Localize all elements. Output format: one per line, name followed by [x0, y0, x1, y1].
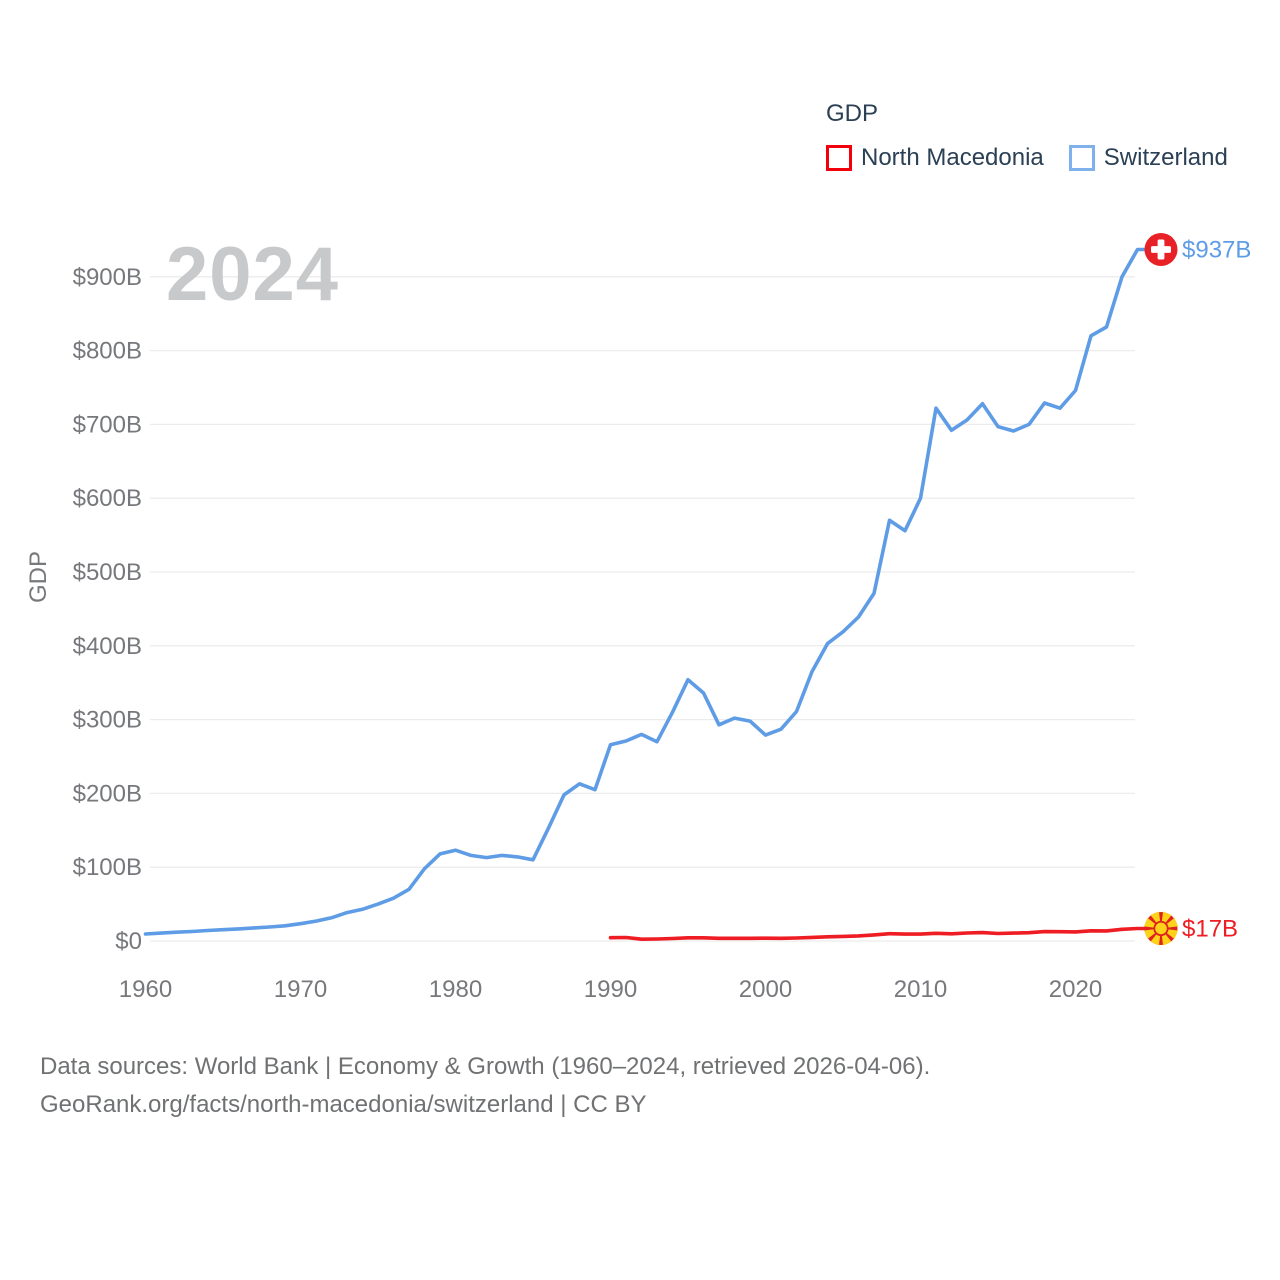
- north-macedonia-flag-icon: [1144, 911, 1178, 946]
- y-tick-label: $0: [115, 928, 142, 955]
- x-tick-label: 1980: [429, 976, 482, 1003]
- north-macedonia-line: [608, 926, 1149, 942]
- y-axis-title: GDP: [25, 550, 52, 604]
- y-tick-label: $600B: [73, 485, 142, 512]
- legend-items: North Macedonia Switzerland: [826, 144, 1266, 172]
- switzerland-end-label: $937B: [1182, 237, 1251, 264]
- switzerland-flag-icon: [1144, 232, 1178, 266]
- y-tick-label: $700B: [73, 411, 142, 438]
- legend-item-label: North Macedonia: [861, 144, 1044, 171]
- x-tick-label: 1990: [584, 976, 637, 1003]
- source-line-2: GeoRank.org/facts/north-macedonia/switze…: [40, 1091, 647, 1118]
- north-macedonia-end-label: $17B: [1182, 916, 1238, 943]
- legend: GDP North Macedonia Switzerland: [826, 100, 1266, 172]
- switzerland-line: [143, 247, 1149, 936]
- gridlines: [150, 276, 1135, 942]
- legend-item-north-macedonia[interactable]: North Macedonia: [826, 144, 1044, 172]
- y-axis-tick-labels: $0 $100B $200B $300B $400B $500B $600B $700B $80…: [73, 264, 142, 955]
- north-macedonia-swatch-icon: [826, 145, 852, 171]
- switzerland-swatch-icon: [1068, 145, 1095, 171]
- series-lines: [143, 247, 1149, 942]
- legend-item-label: Switzerland: [1103, 144, 1228, 171]
- x-tick-label: 2020: [1049, 976, 1102, 1003]
- y-tick-label: $400B: [73, 633, 142, 660]
- data-source-note: Data sources: World Bank | Economy & Gro…: [40, 1048, 930, 1124]
- x-axis-tick-labels: 1960 1970 1980 1990 2000 2010 2020: [119, 976, 1102, 1003]
- y-tick-label: $200B: [73, 780, 142, 807]
- x-tick-label: 2000: [739, 976, 792, 1003]
- y-tick-label: $100B: [73, 854, 142, 881]
- x-tick-label: 1960: [119, 976, 172, 1003]
- flag-markers: [1144, 232, 1178, 946]
- end-value-labels: $937B $17B: [1182, 237, 1251, 943]
- source-line-1: Data sources: World Bank | Economy & Gro…: [40, 1053, 931, 1080]
- y-tick-label: $300B: [73, 707, 142, 734]
- watermark-year: 2024: [166, 232, 339, 317]
- x-tick-label: 2010: [894, 976, 947, 1003]
- x-tick-label: 1970: [274, 976, 327, 1003]
- y-tick-label: $800B: [73, 338, 142, 365]
- y-tick-label: $500B: [73, 559, 142, 586]
- y-tick-label: $900B: [73, 264, 142, 291]
- legend-title: GDP: [826, 100, 879, 127]
- legend-item-switzerland[interactable]: Switzerland: [1068, 144, 1228, 172]
